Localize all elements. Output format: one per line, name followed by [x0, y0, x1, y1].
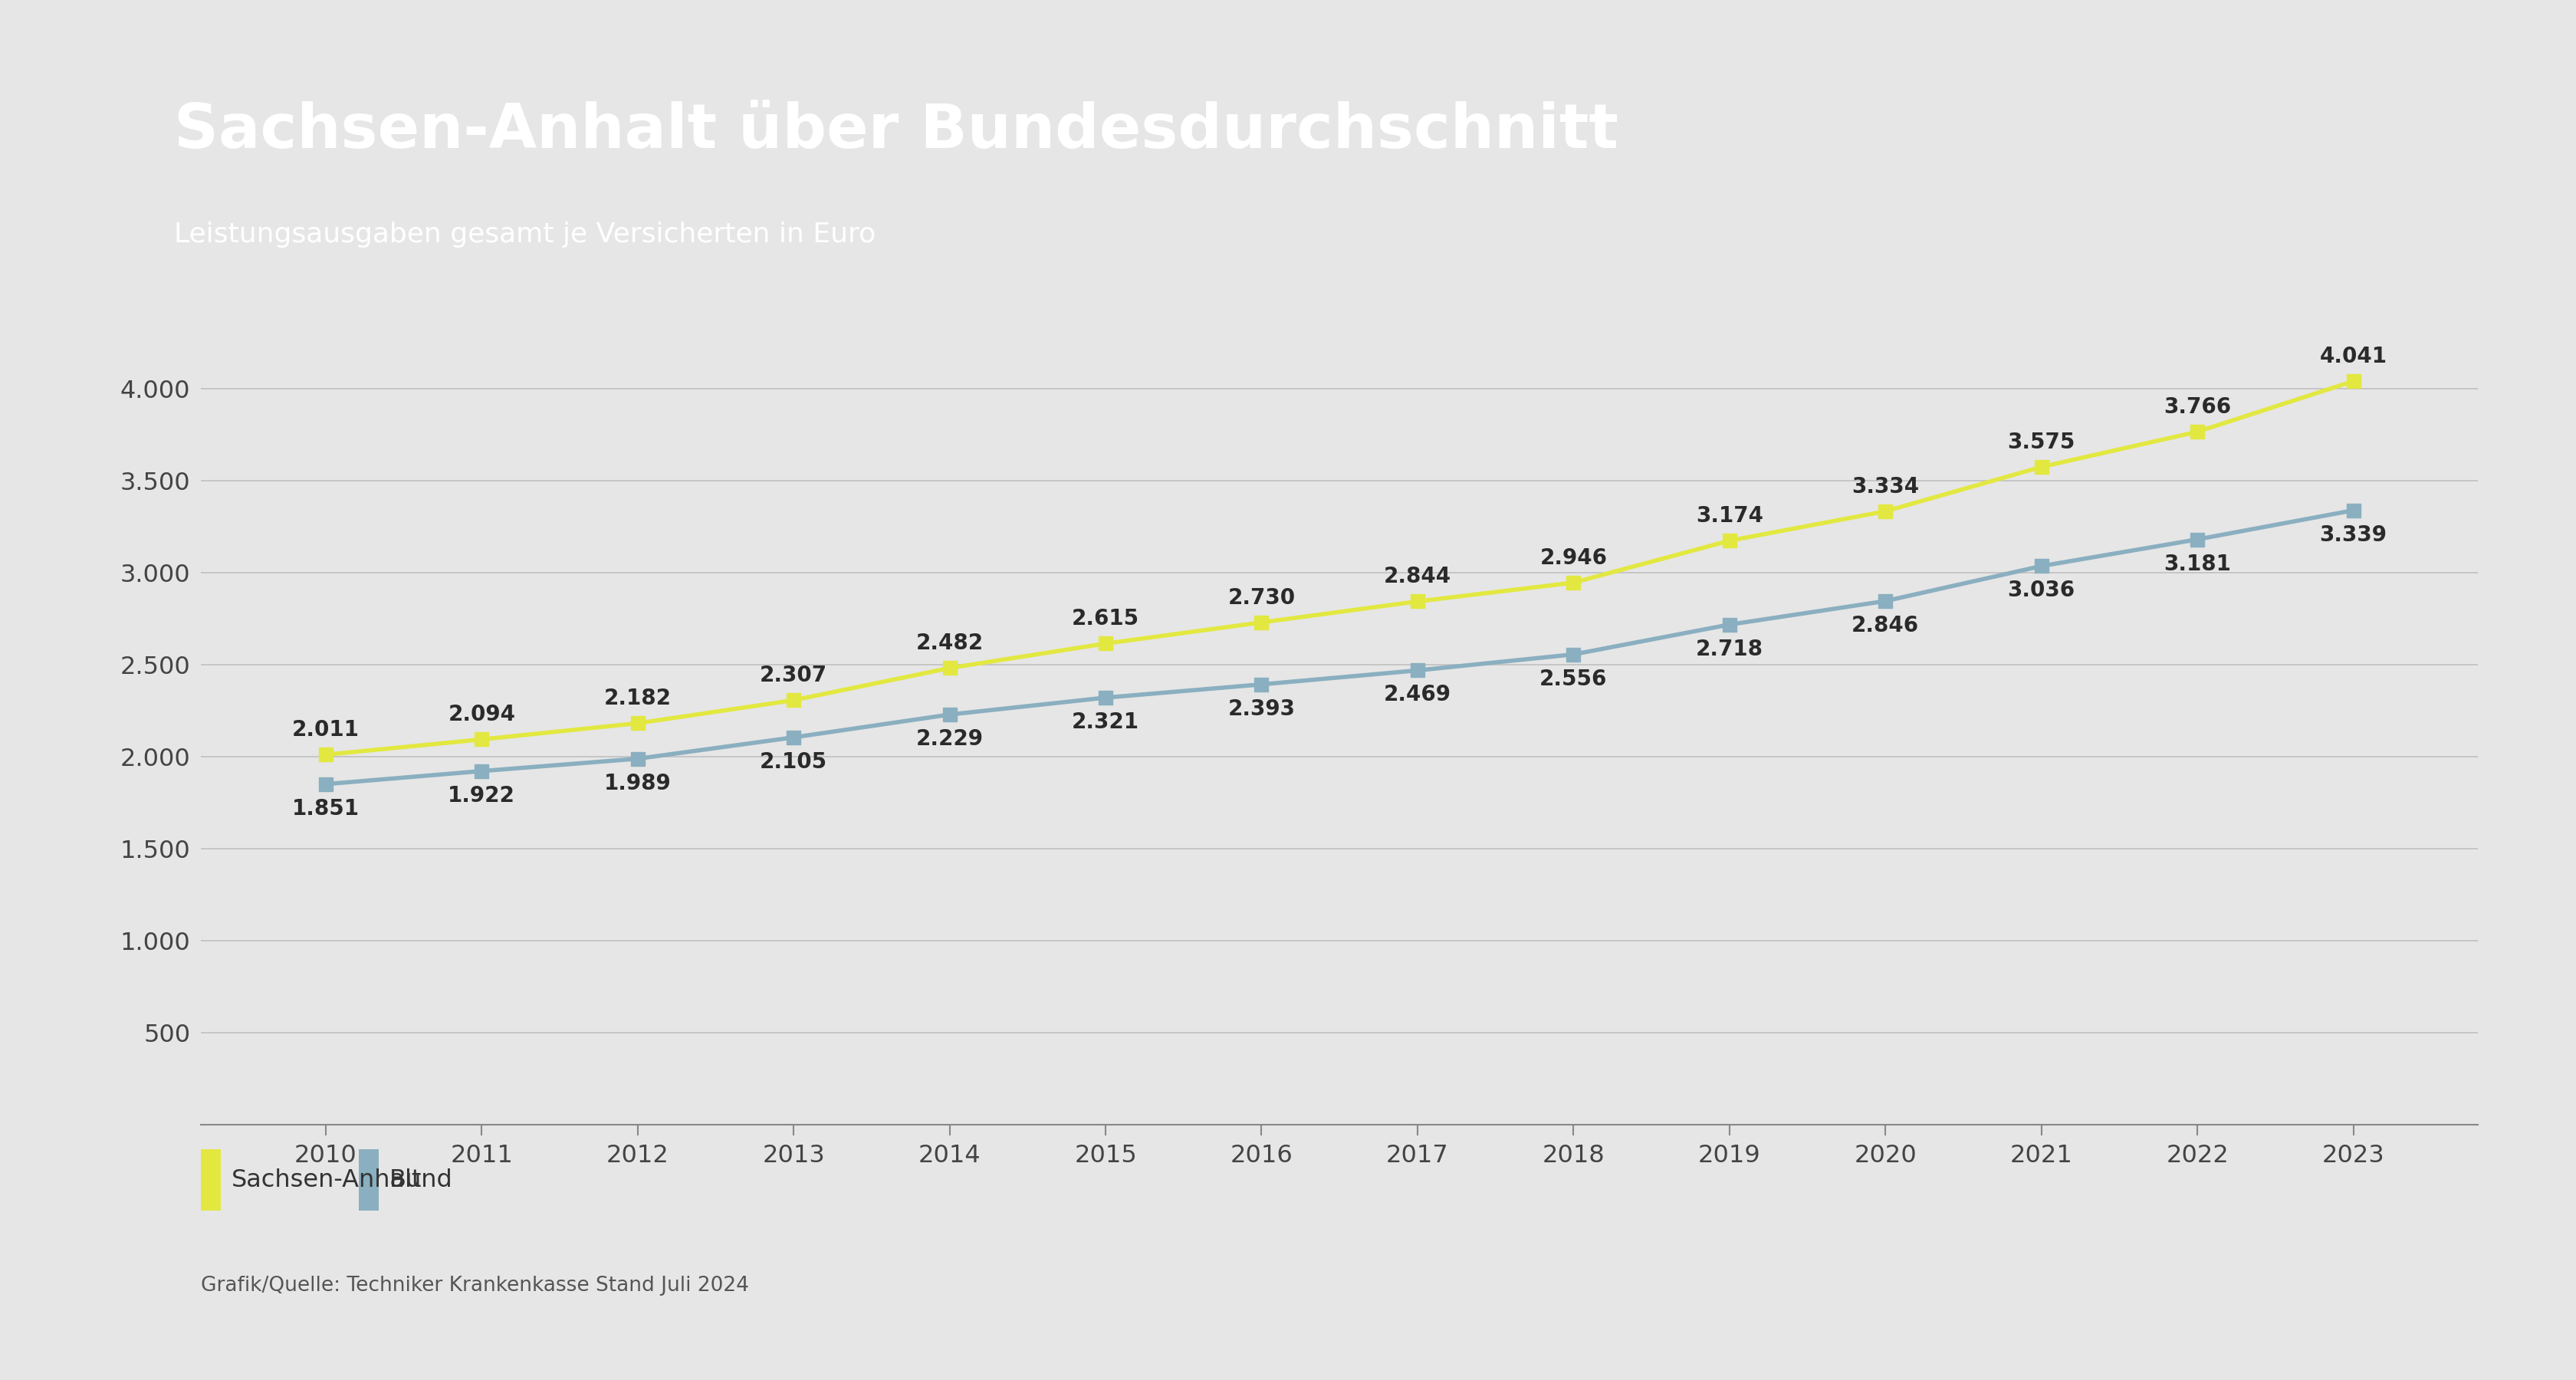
Text: 2.846: 2.846 [1852, 615, 1919, 636]
Text: Grafik/Quelle: Techniker Krankenkasse Stand Juli 2024: Grafik/Quelle: Techniker Krankenkasse St… [201, 1275, 750, 1296]
Text: Bund: Bund [389, 1167, 453, 1192]
Text: 2.229: 2.229 [917, 729, 984, 749]
Text: Sachsen-Anhalt: Sachsen-Anhalt [232, 1167, 422, 1192]
Text: 2.307: 2.307 [760, 665, 827, 686]
Text: 4.041: 4.041 [2318, 346, 2388, 367]
Text: Sachsen-Anhalt über Bundesdurchschnitt: Sachsen-Anhalt über Bundesdurchschnitt [175, 101, 1618, 160]
Text: 2.844: 2.844 [1383, 566, 1450, 588]
Text: 2.556: 2.556 [1540, 668, 1607, 690]
Text: 1.922: 1.922 [448, 785, 515, 806]
Text: 2.182: 2.182 [603, 689, 672, 709]
Text: Leistungsausgaben gesamt je Versicherten in Euro: Leistungsausgaben gesamt je Versicherten… [175, 222, 876, 247]
Bar [201, 1150, 222, 1210]
Text: 3.181: 3.181 [2164, 553, 2231, 574]
Bar [358, 1150, 379, 1210]
Text: 1.989: 1.989 [603, 773, 672, 794]
Text: 3.174: 3.174 [1695, 505, 1762, 527]
Text: 3.339: 3.339 [2318, 524, 2388, 545]
Text: 2.321: 2.321 [1072, 712, 1139, 733]
Text: 3.036: 3.036 [2007, 580, 2076, 602]
Text: 3.575: 3.575 [2007, 432, 2076, 453]
Text: 2.094: 2.094 [448, 704, 515, 726]
Text: 3.766: 3.766 [2164, 396, 2231, 418]
Text: 2.946: 2.946 [1540, 548, 1607, 569]
Text: 3.334: 3.334 [1852, 476, 1919, 497]
Text: 2.105: 2.105 [760, 751, 827, 773]
Text: 1.851: 1.851 [291, 798, 361, 820]
Text: 2.730: 2.730 [1229, 586, 1296, 609]
Text: 2.615: 2.615 [1072, 609, 1139, 629]
Text: 2.482: 2.482 [917, 633, 984, 654]
Text: 2.718: 2.718 [1695, 639, 1762, 660]
Text: 2.469: 2.469 [1383, 684, 1450, 705]
Text: 2.393: 2.393 [1229, 698, 1296, 719]
Text: 2.011: 2.011 [291, 719, 361, 741]
